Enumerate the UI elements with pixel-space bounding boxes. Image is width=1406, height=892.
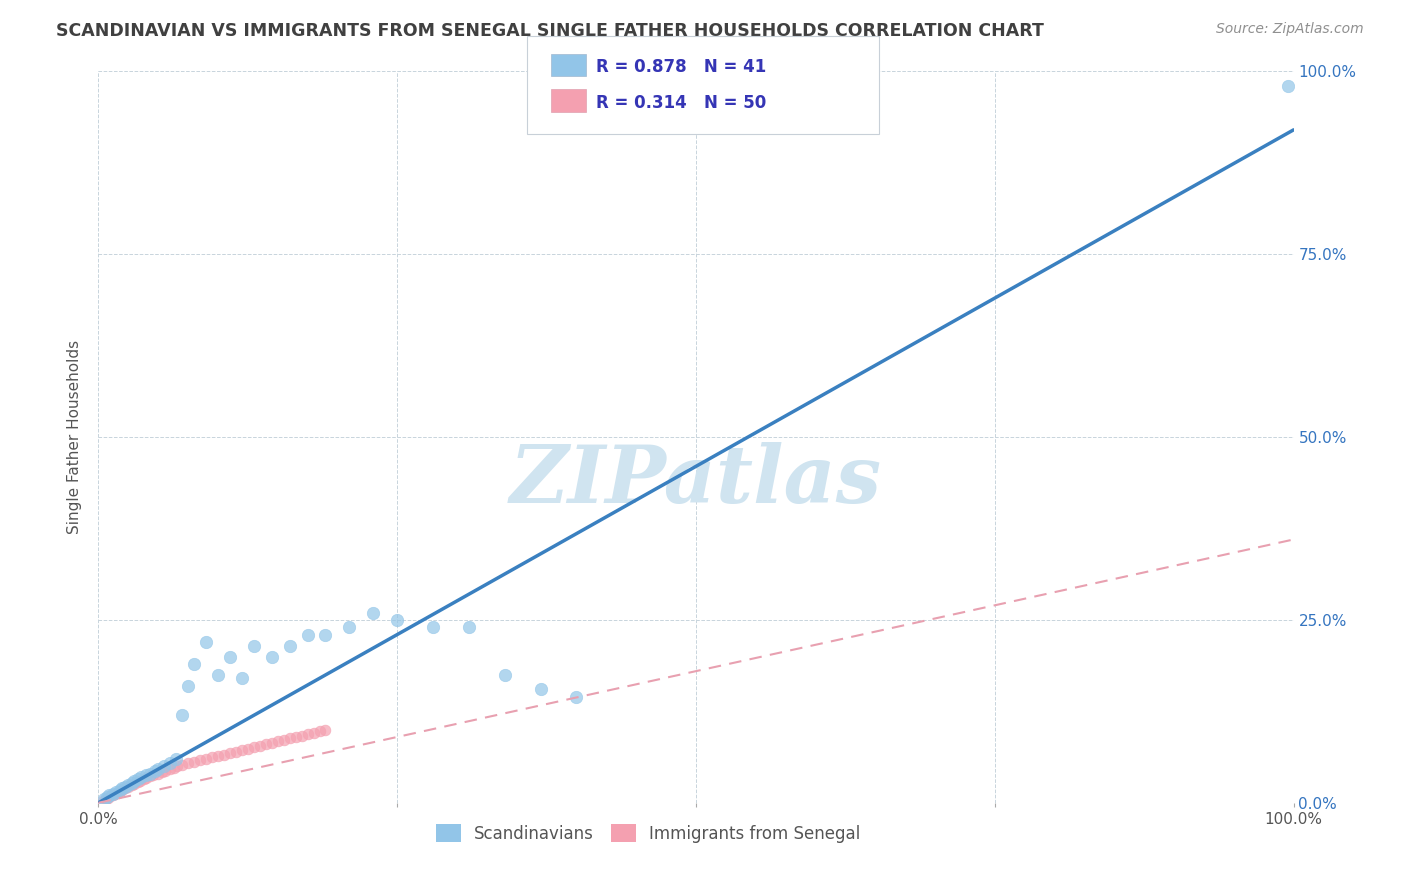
Point (231, 743, 253, 757)
Point (458, 620, 481, 634)
Point (177, 679, 200, 693)
Point (124, 773, 146, 788)
Point (97, 790, 120, 805)
Point (96, 789, 118, 804)
Point (195, 752, 218, 766)
Point (159, 762, 181, 776)
Point (114, 780, 136, 794)
Point (315, 723, 337, 737)
Point (107, 786, 129, 800)
Point (124, 777, 146, 791)
Point (225, 745, 247, 759)
Point (183, 657, 205, 671)
Point (93, 792, 115, 806)
Point (135, 768, 157, 782)
Point (108, 782, 131, 797)
Point (219, 649, 242, 664)
Point (163, 761, 186, 775)
Point (91, 794, 114, 808)
Point (166, 759, 188, 773)
Point (297, 627, 319, 641)
Point (139, 766, 162, 780)
Point (101, 787, 124, 801)
Point (94, 792, 117, 806)
Point (150, 765, 173, 780)
Point (129, 773, 152, 788)
Point (121, 776, 143, 790)
Text: SCANDINAVIAN VS IMMIGRANTS FROM SENEGAL SINGLE FATHER HOUSEHOLDS CORRELATION CHA: SCANDINAVIAN VS IMMIGRANTS FROM SENEGAL … (56, 22, 1045, 40)
Point (177, 756, 200, 771)
Point (219, 746, 242, 760)
Point (105, 785, 128, 799)
Point (308, 724, 330, 739)
Point (530, 682, 553, 697)
Text: Source: ZipAtlas.com: Source: ZipAtlas.com (1216, 22, 1364, 37)
Point (127, 772, 149, 786)
Point (236, 741, 259, 756)
Point (108, 784, 131, 798)
Point (117, 780, 139, 794)
Point (159, 756, 181, 770)
Point (143, 764, 166, 779)
Point (254, 737, 277, 751)
Point (148, 766, 170, 780)
Point (363, 606, 385, 620)
Point (201, 750, 224, 764)
Point (315, 627, 337, 641)
Point (111, 781, 134, 796)
Point (172, 708, 194, 723)
Point (284, 730, 307, 744)
Point (260, 736, 283, 750)
Point (243, 639, 266, 653)
Point (165, 752, 187, 766)
Point (278, 639, 301, 653)
Point (207, 749, 229, 764)
Point (231, 672, 253, 686)
Point (139, 769, 162, 783)
Point (132, 772, 155, 787)
Point (494, 667, 516, 681)
Point (188, 753, 211, 767)
Point (104, 787, 127, 801)
Point (260, 649, 283, 664)
Point (153, 759, 176, 773)
Point (302, 725, 325, 739)
Text: R = 0.314   N = 50: R = 0.314 N = 50 (596, 94, 766, 112)
Point (273, 732, 295, 747)
Point (111, 782, 134, 797)
Point (385, 613, 409, 627)
Point (195, 635, 218, 649)
Point (148, 762, 170, 776)
Point (339, 620, 361, 634)
Text: ZIPatlas: ZIPatlas (510, 442, 882, 520)
Point (98, 789, 121, 803)
Point (207, 667, 229, 681)
Point (278, 731, 301, 746)
Point (267, 734, 290, 748)
Point (183, 755, 205, 769)
Point (212, 747, 235, 762)
Point (114, 781, 136, 796)
Text: R = 0.878   N = 41: R = 0.878 N = 41 (596, 58, 766, 76)
Point (142, 768, 165, 782)
Point (131, 770, 153, 784)
Point (243, 740, 266, 755)
Point (249, 739, 271, 753)
Point (135, 771, 157, 785)
Legend: Scandinavians, Immigrants from Senegal: Scandinavians, Immigrants from Senegal (429, 818, 868, 849)
Point (127, 775, 149, 789)
Point (297, 727, 319, 741)
Point (101, 788, 124, 802)
Point (117, 778, 139, 792)
Point (172, 757, 194, 772)
Y-axis label: Single Father Households: Single Father Households (67, 340, 83, 534)
Point (291, 729, 314, 743)
Point (1277, 78, 1299, 93)
Point (422, 620, 444, 634)
Point (155, 764, 177, 778)
Point (565, 690, 588, 704)
Point (121, 778, 143, 792)
Point (98, 789, 122, 804)
